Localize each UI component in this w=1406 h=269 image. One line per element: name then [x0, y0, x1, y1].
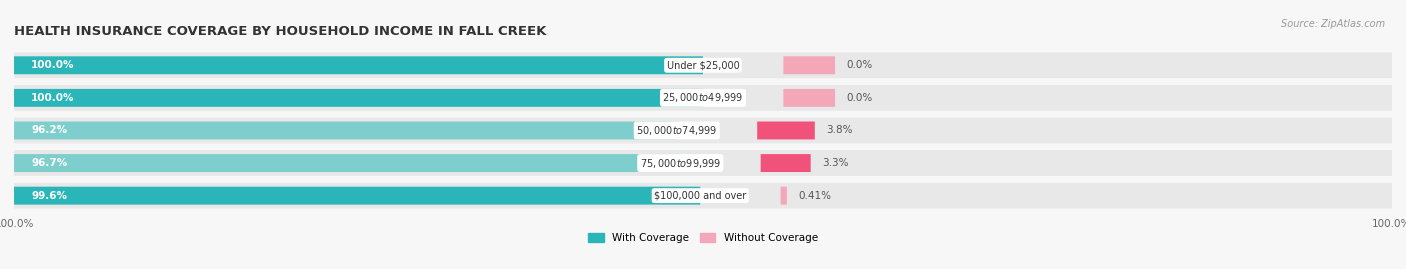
Text: HEALTH INSURANCE COVERAGE BY HOUSEHOLD INCOME IN FALL CREEK: HEALTH INSURANCE COVERAGE BY HOUSEHOLD I… — [14, 25, 547, 38]
Text: 0.0%: 0.0% — [846, 93, 873, 103]
FancyBboxPatch shape — [783, 89, 835, 107]
FancyBboxPatch shape — [14, 150, 1392, 176]
FancyBboxPatch shape — [14, 183, 1392, 208]
FancyBboxPatch shape — [14, 89, 703, 107]
FancyBboxPatch shape — [758, 122, 815, 139]
FancyBboxPatch shape — [14, 154, 681, 172]
Text: $25,000 to $49,999: $25,000 to $49,999 — [662, 91, 744, 104]
Legend: With Coverage, Without Coverage: With Coverage, Without Coverage — [583, 229, 823, 247]
Text: 0.41%: 0.41% — [799, 191, 831, 201]
Text: 99.6%: 99.6% — [31, 191, 67, 201]
Text: 100.0%: 100.0% — [31, 93, 75, 103]
Text: Source: ZipAtlas.com: Source: ZipAtlas.com — [1281, 19, 1385, 29]
Text: 3.3%: 3.3% — [823, 158, 849, 168]
Text: $100,000 and over: $100,000 and over — [654, 191, 747, 201]
Text: 3.8%: 3.8% — [827, 125, 853, 136]
FancyBboxPatch shape — [14, 122, 676, 139]
Text: Under $25,000: Under $25,000 — [666, 60, 740, 70]
FancyBboxPatch shape — [780, 187, 787, 205]
Text: $50,000 to $74,999: $50,000 to $74,999 — [636, 124, 717, 137]
FancyBboxPatch shape — [761, 154, 811, 172]
FancyBboxPatch shape — [14, 85, 1392, 111]
FancyBboxPatch shape — [14, 187, 700, 205]
Text: 96.7%: 96.7% — [31, 158, 67, 168]
FancyBboxPatch shape — [14, 56, 703, 74]
FancyBboxPatch shape — [14, 118, 1392, 143]
Text: $75,000 to $99,999: $75,000 to $99,999 — [640, 157, 721, 169]
Text: 96.2%: 96.2% — [31, 125, 67, 136]
FancyBboxPatch shape — [783, 56, 835, 74]
Text: 100.0%: 100.0% — [31, 60, 75, 70]
FancyBboxPatch shape — [14, 52, 1392, 78]
Text: 0.0%: 0.0% — [846, 60, 873, 70]
